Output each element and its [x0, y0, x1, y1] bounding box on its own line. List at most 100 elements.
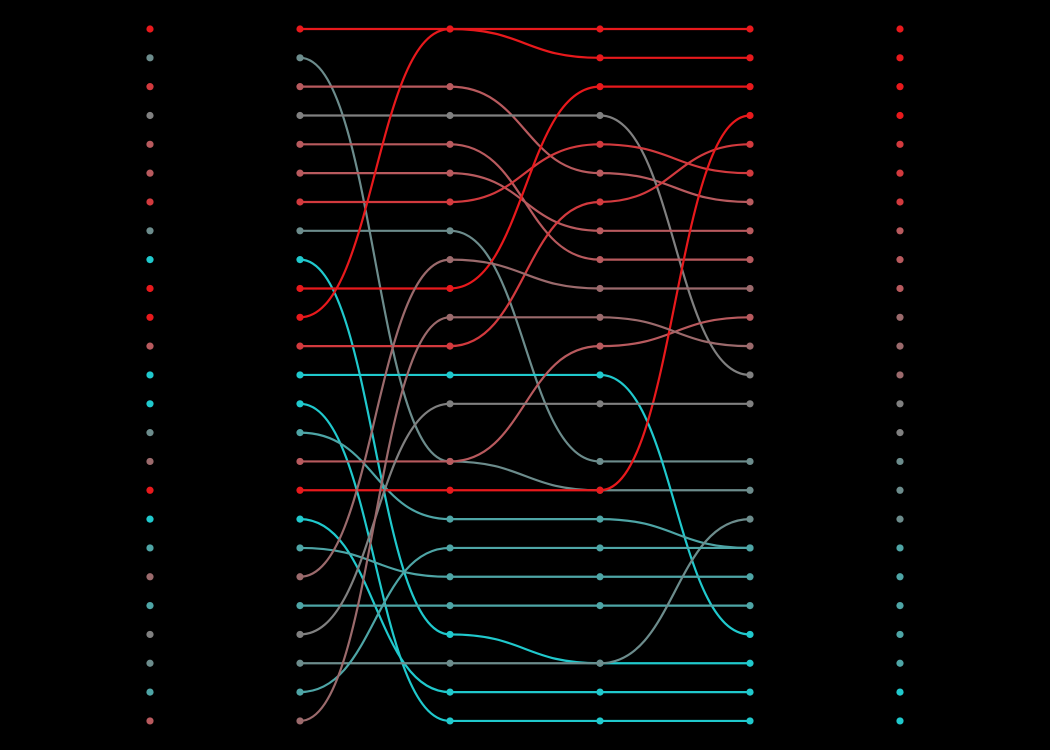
series-24-point-3 — [596, 544, 604, 552]
series-8-point-4 — [746, 457, 754, 466]
series-25-point-1 — [296, 717, 304, 725]
series-10-point-1 — [296, 284, 304, 293]
series-13-point-4 — [746, 630, 754, 639]
series-2-segment-2 — [449, 460, 601, 492]
right-column-dot-3 — [896, 83, 904, 91]
series-15-point-3 — [596, 515, 604, 523]
series-2-point-1 — [296, 54, 304, 62]
right-column-dot-7 — [896, 198, 904, 206]
right-column-dot-18 — [896, 515, 904, 523]
series-10-point-3 — [596, 83, 604, 91]
series-25-segment-3 — [599, 316, 751, 348]
series-8-point-1 — [296, 227, 304, 235]
series-4-point-4 — [746, 371, 754, 379]
series-18-point-4 — [746, 688, 754, 696]
right-column-dot-13 — [896, 371, 904, 379]
series-7-point-3 — [596, 140, 604, 148]
series-4-point-2 — [446, 111, 454, 120]
left-column-dot-2 — [146, 54, 154, 62]
series-19-point-1 — [296, 544, 304, 552]
series-5-point-1 — [296, 140, 304, 148]
series-12-point-2 — [446, 342, 454, 350]
right-column-dot-14 — [896, 400, 904, 408]
series-5-point-4 — [746, 256, 754, 264]
left-column-dot-9 — [146, 256, 154, 264]
series-13-point-1 — [296, 371, 304, 379]
series-5-point-2 — [446, 140, 454, 148]
series-20-segment-1 — [299, 258, 451, 578]
right-column-dot-5 — [896, 140, 904, 148]
series-15-point-2 — [446, 515, 454, 523]
series-18-point-1 — [296, 515, 304, 523]
series-10-point-4 — [746, 83, 754, 91]
series-8-point-2 — [446, 227, 454, 235]
series-21-point-1 — [296, 602, 304, 610]
series-8-point-3 — [596, 457, 604, 466]
series-22-point-2 — [446, 400, 454, 408]
series-6-point-1 — [296, 169, 304, 177]
series-7-point-4 — [746, 169, 754, 177]
series-19-point-3 — [596, 573, 604, 581]
left-column-dot-7 — [146, 198, 154, 206]
series-15-point-1 — [296, 429, 304, 437]
series-3-point-1 — [296, 83, 304, 91]
series-11-point-1 — [296, 313, 304, 321]
series-24-point-1 — [296, 688, 304, 696]
series-17-point-2 — [446, 486, 454, 494]
rank-nodes — [146, 25, 904, 725]
series-6-point-3 — [596, 227, 604, 235]
left-column-dot-3 — [146, 83, 154, 91]
series-15-segment-1 — [299, 431, 451, 521]
left-column-dot-21 — [146, 602, 154, 610]
series-17-segment-3 — [599, 114, 751, 492]
series-17-point-4 — [746, 111, 754, 120]
left-column-dot-5 — [146, 140, 154, 148]
series-3-segment-2 — [449, 85, 601, 175]
right-column-dot-16 — [896, 457, 904, 466]
series-6-segment-2 — [449, 172, 601, 232]
series-13-segment-3 — [599, 373, 751, 636]
series-18-point-3 — [596, 688, 604, 696]
series-17-point-3 — [596, 486, 604, 494]
left-column-dot-20 — [146, 573, 154, 581]
left-column-dot-6 — [146, 169, 154, 177]
series-19-point-4 — [746, 573, 754, 581]
series-21-point-4 — [746, 602, 754, 610]
left-column-dot-19 — [146, 544, 154, 552]
right-column-dot-21 — [896, 602, 904, 610]
right-column-dot-24 — [896, 688, 904, 696]
right-column-dot-10 — [896, 284, 904, 293]
series-21-point-2 — [446, 602, 454, 610]
left-column-dot-25 — [146, 717, 154, 725]
series-6-point-2 — [446, 169, 454, 177]
left-column-dot-13 — [146, 371, 154, 379]
right-column-dot-20 — [896, 573, 904, 581]
series-25-point-3 — [596, 313, 604, 321]
series-24-segment-1 — [299, 546, 451, 694]
series-20-point-3 — [596, 284, 604, 293]
series-6-point-4 — [746, 227, 754, 235]
series-24-point-2 — [446, 544, 454, 552]
series-10-segment-2 — [449, 85, 601, 290]
series-13-point-3 — [596, 371, 604, 379]
series-1-segment-2 — [449, 27, 601, 59]
series-20-segment-2 — [449, 258, 601, 290]
series-9-segment-1 — [299, 258, 451, 636]
series-9-point-1 — [296, 256, 304, 264]
right-column-dot-11 — [896, 313, 904, 321]
series-11-point-3 — [596, 25, 604, 33]
left-column-dot-1 — [146, 25, 154, 33]
series-5-point-3 — [596, 256, 604, 264]
right-column-dot-25 — [896, 717, 904, 725]
series-10-point-2 — [446, 284, 454, 293]
left-column-dot-24 — [146, 688, 154, 696]
series-19-point-2 — [446, 573, 454, 581]
series-7-segment-2 — [449, 143, 601, 204]
series-23-point-3 — [596, 659, 604, 667]
series-14-point-1 — [296, 400, 304, 408]
series-3-point-4 — [746, 198, 754, 206]
series-20-point-1 — [296, 573, 304, 581]
series-23-point-1 — [296, 659, 304, 667]
series-1-point-1 — [296, 25, 304, 33]
